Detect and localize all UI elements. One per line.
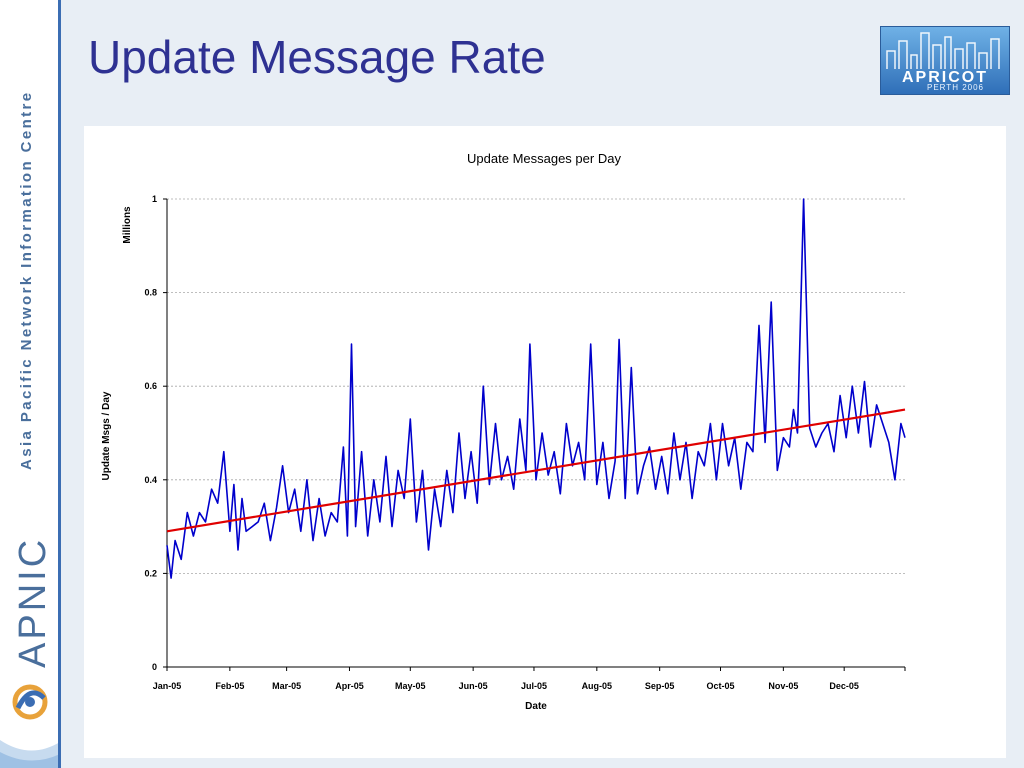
x-tick-label: Oct-05 bbox=[706, 681, 734, 691]
x-axis-ticks: Jan-05 Feb-05 Mar-05 Apr-05 May-05 Jun-05 Jul-… bbox=[153, 667, 906, 691]
x-tick-label: Nov-05 bbox=[768, 681, 798, 691]
chart-panel: Update Messages per Day Update Msgs / Da… bbox=[84, 126, 1006, 758]
y-tick-label: 1 bbox=[152, 194, 157, 204]
x-tick-label: Jul-05 bbox=[521, 681, 547, 691]
x-tick-label: Mar-05 bbox=[272, 681, 301, 691]
y-axis-label: Update Msgs / Day bbox=[101, 391, 112, 480]
gridlines bbox=[167, 198, 905, 574]
y-axis-unit: Millions bbox=[122, 206, 133, 244]
chart-title: Update Messages per Day bbox=[467, 151, 621, 166]
y-tick-label: 0.6 bbox=[144, 381, 157, 391]
sidebar: Asia Pacific Network Information Centre … bbox=[0, 0, 60, 768]
x-tick-label: Apr-05 bbox=[335, 681, 364, 691]
x-tick-label: Sep-05 bbox=[645, 681, 675, 691]
sidebar-organization-text: Asia Pacific Network Information Centre bbox=[18, 90, 35, 470]
apricot-sublabel: PERTH 2006 bbox=[927, 83, 984, 92]
sidebar-divider bbox=[58, 0, 61, 768]
sidebar-wave-decoration bbox=[0, 740, 60, 768]
y-tick-label: 0.2 bbox=[144, 568, 157, 578]
y-tick-label: 0.4 bbox=[144, 475, 157, 485]
page-title: Update Message Rate bbox=[88, 31, 546, 83]
city-skyline-icon bbox=[886, 32, 1000, 69]
apricot-label: APRICOT bbox=[902, 69, 988, 86]
trend-line bbox=[166, 408, 906, 533]
y-axis-ticks: 0 0.2 0.4 0.6 0.8 1 bbox=[144, 194, 167, 672]
x-tick-label: Feb-05 bbox=[215, 681, 244, 691]
y-tick-label: 0 bbox=[152, 662, 157, 672]
x-tick-label: May-05 bbox=[395, 681, 426, 691]
x-tick-label: Jun-05 bbox=[459, 681, 488, 691]
y-tick-label: 0.8 bbox=[144, 288, 157, 298]
x-tick-label: Aug-05 bbox=[582, 681, 613, 691]
apnic-logo-icon bbox=[12, 684, 48, 720]
apnic-wordmark: APNIC bbox=[12, 536, 54, 668]
series-group bbox=[166, 198, 906, 579]
update-messages-chart: Update Messages per Day Update Msgs / Da… bbox=[101, 151, 906, 712]
x-axis-label: Date bbox=[525, 701, 547, 712]
x-tick-label: Jan-05 bbox=[153, 681, 182, 691]
apricot-logo: APRICOT PERTH 2006 bbox=[880, 26, 1010, 95]
daily-updates-line bbox=[166, 198, 906, 579]
x-tick-label: Dec-05 bbox=[829, 681, 859, 691]
